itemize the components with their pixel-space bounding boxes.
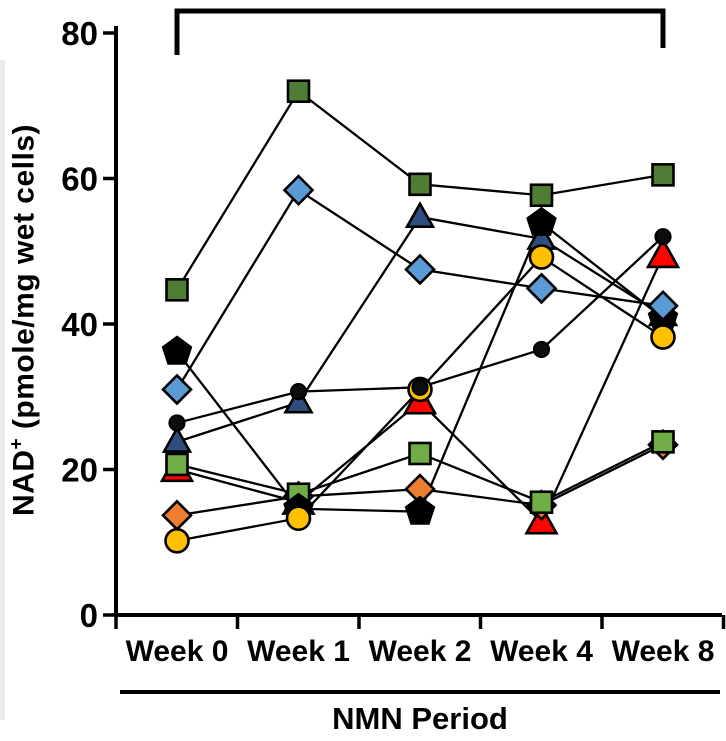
y-axis-title-superscript: + [6, 437, 28, 450]
y-axis-title: NAD+ (pmole/mg wet cells) [7, 124, 42, 516]
marker-subject-dark-green-square [651, 163, 675, 187]
marker-subject-yellow-circle [285, 505, 312, 532]
x-category-label: Week 0 [126, 635, 229, 668]
x-category-label: Week 1 [247, 635, 350, 668]
marker-subject-red-triangle [645, 237, 681, 269]
x-axis-title: NMN Period [332, 701, 508, 736]
screenshot-left-edge [0, 60, 5, 720]
marker-subject-black-circle [289, 383, 308, 401]
marker-subject-dark-green-square [165, 278, 189, 302]
significance-bracket [174, 8, 666, 55]
x-category-label: Week 8 [612, 635, 715, 668]
marker-subject-dark-green-square [529, 183, 554, 208]
marker-subject-navy-triangle [161, 425, 193, 453]
marker-subject-light-green-square [651, 430, 675, 454]
marker-subject-light-green-square [408, 441, 432, 466]
marker-subject-black-pentagon [526, 206, 557, 236]
marker-subject-dark-green-square [408, 172, 432, 197]
marker-subject-blue-diamond [282, 174, 315, 206]
marker-subject-black-circle [654, 228, 672, 246]
marker-subject-blue-diamond [161, 373, 193, 406]
marker-subject-light-green-square [529, 490, 554, 515]
marker-subject-yellow-circle [528, 244, 555, 270]
marker-subject-black-circle [532, 340, 551, 359]
y-tick-label: 40 [61, 306, 98, 343]
marker-subject-black-circle [168, 414, 186, 432]
x-category-label: Week 4 [490, 635, 593, 668]
marker-subject-dark-green-square [286, 79, 311, 103]
y-tick-label: 60 [61, 161, 98, 198]
marker-subject-blue-diamond [647, 289, 679, 322]
y-tick-label: 80 [61, 15, 98, 52]
y-axis-title-units: (pmole/mg wet cells) [7, 123, 41, 438]
x-category-label: Week 2 [369, 635, 472, 668]
marker-subject-yellow-circle [650, 324, 676, 350]
marker-subject-navy-triangle [404, 201, 436, 229]
marker-subject-yellow-circle [164, 527, 190, 554]
y-tick-label: 0 [80, 597, 98, 634]
y-tick-label: 20 [61, 452, 98, 489]
y-axis-title-prefix: NAD [7, 449, 41, 517]
marker-subject-black-circle [411, 378, 429, 396]
marker-subject-black-pentagon [404, 495, 436, 525]
marker-subject-black-pentagon [161, 335, 193, 365]
marker-subject-blue-diamond [525, 272, 558, 305]
marker-subject-orange-diamond [161, 499, 193, 532]
marker-subject-blue-diamond [404, 253, 436, 286]
marker-subject-light-green-square [165, 452, 189, 477]
marker-subject-navy-triangle [283, 386, 314, 414]
